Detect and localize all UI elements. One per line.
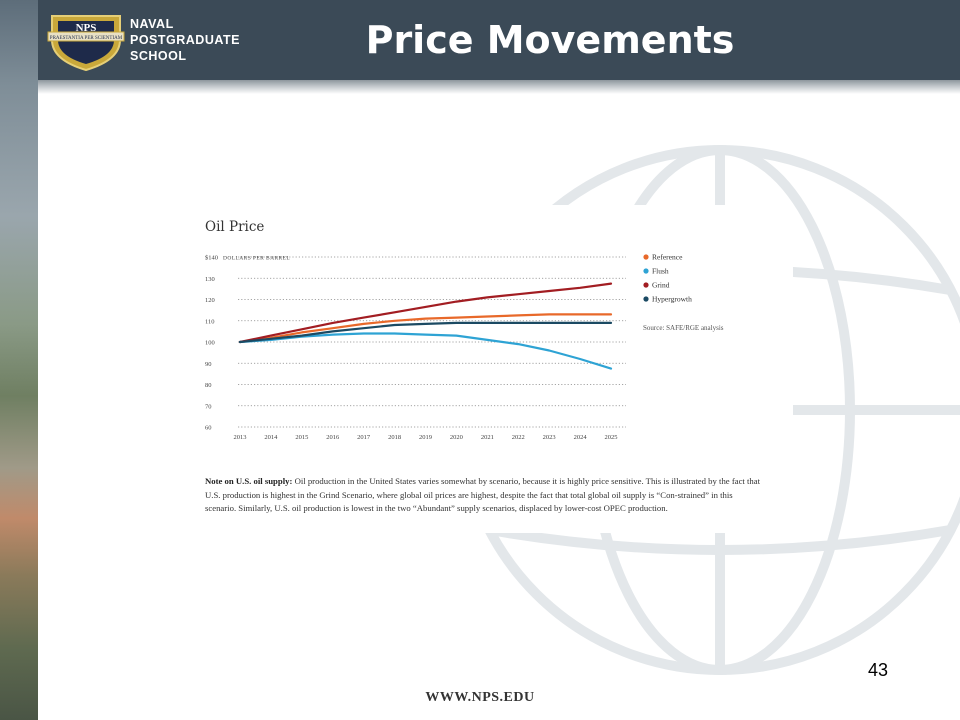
logo-line-naval: NAVAL [130,17,174,31]
chart-series [238,282,613,370]
page-number: 43 [868,660,889,680]
note-bold-lead: Note on U.S. oil supply: [205,476,293,486]
legend-marker [643,296,649,302]
legend-marker [643,268,649,274]
logo-emblem: NPS [76,22,97,34]
nps-shield-icon: PRAESTANTIA PER SCIENTIAM NPS [47,15,125,72]
note-text: Oil production in the United States vari… [205,476,761,513]
x-tick-label: 2017 [357,434,371,441]
x-tick-label: 2014 [264,434,278,441]
x-tick-label: 2020 [450,434,463,441]
header-bar [38,0,960,80]
logo-motto: PRAESTANTIA PER SCIENTIAM [50,36,123,41]
chart-source: Source: SAFE/RGE analysis [643,324,724,332]
chart-panel: Oil Price 60 70 80 90 100 110 120 130 $140 DOLLAR… [193,205,793,533]
x-tick-label: 2013 [234,434,247,441]
y-axis: 60 70 80 90 100 110 120 130 $140 DOLLARS PER BARR… [205,255,290,432]
y-tick-label: 60 [205,425,212,432]
nps-logo: PRAESTANTIA PER SCIENTIAM NPS NAVAL POST… [44,10,244,72]
y-tick-label: 120 [205,297,215,304]
legend-item-reference: Reference [643,253,683,262]
left-photo-strip [0,0,38,720]
y-tick-label: $140 [205,255,218,262]
x-tick-label: 2021 [481,434,494,441]
x-tick-label: 2016 [326,434,340,441]
y-tick-label: 110 [205,318,215,325]
legend-item-hypergrowth: Hypergrowth [643,295,692,304]
x-axis: 2013 2014 2015 2016 2017 2018 2019 2020 2021 2022… [234,434,618,441]
chart-grid [238,256,626,428]
oil-price-chart: 60 70 80 90 100 110 120 130 $140 DOLLARS PER BARR… [205,253,724,442]
x-tick-label: 2019 [419,434,432,441]
legend-item-grind: Grind [643,281,670,290]
legend-marker [643,254,649,260]
x-tick-label: 2015 [295,434,308,441]
y-axis-label: DOLLARS PER BARREL [223,256,290,262]
logo-text: NAVAL POSTGRADUATE SCHOOL [130,16,240,64]
page-title: Price Movements [365,18,735,62]
x-tick-label: 2018 [388,434,401,441]
y-tick-label: 70 [205,403,212,410]
chart-title: Oil Price [205,219,265,235]
legend-marker [643,282,649,288]
legend-item-flush: Flush [643,267,669,276]
x-tick-label: 2024 [574,434,588,441]
header-shadow [38,80,960,94]
y-tick-label: 80 [205,382,212,389]
x-tick-label: 2022 [512,434,525,441]
y-tick-label: 130 [205,276,215,283]
chart-note: Note on U.S. oil supply: Oil production … [205,475,765,516]
legend-label: Grind [652,281,670,290]
chart-legend: Reference Flush Grind Hypergrowth [643,253,692,304]
logo-line-postgraduate: POSTGRADUATE [130,33,240,47]
series-line-hypergrowth [238,321,613,344]
legend-label: Hypergrowth [652,295,692,304]
footer-url: WWW.NPS.EDU [425,690,535,705]
x-tick-label: 2023 [543,434,556,441]
series-line-grind [238,282,613,344]
legend-label: Flush [652,267,669,276]
x-tick-label: 2025 [605,434,618,441]
y-tick-label: 90 [205,361,212,368]
logo-line-school: SCHOOL [130,49,187,63]
y-tick-label: 100 [205,340,215,347]
series-line-reference [238,313,613,344]
legend-label: Reference [652,253,683,262]
